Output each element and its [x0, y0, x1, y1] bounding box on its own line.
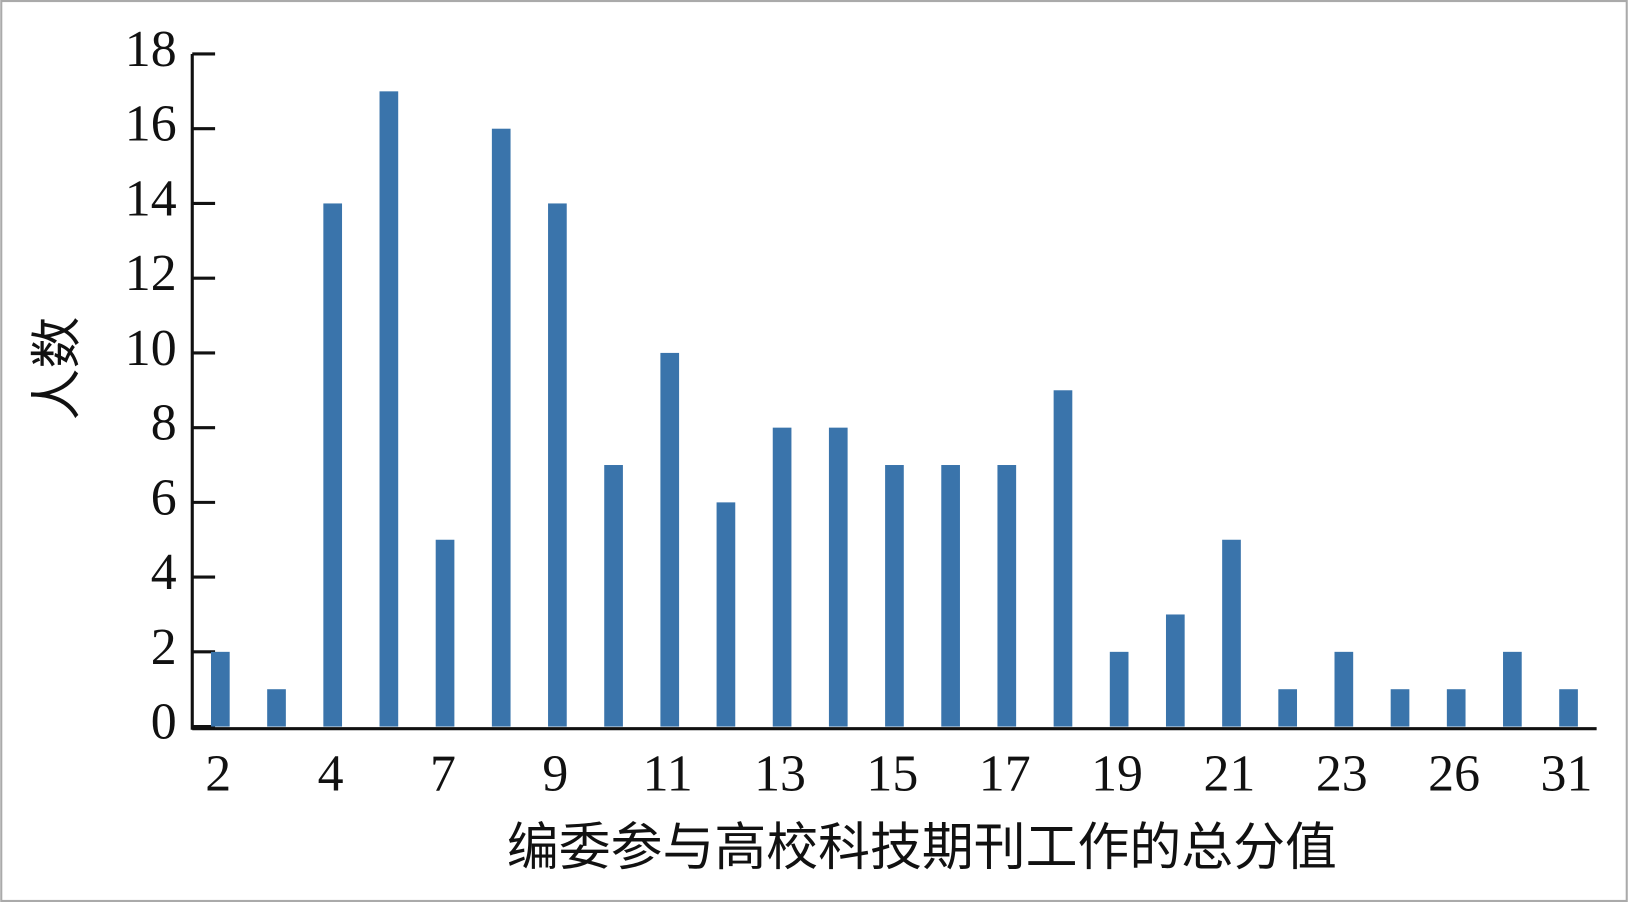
bar	[1559, 689, 1578, 727]
x-axis-label: 编委参与高校科技期刊工作的总分值	[507, 820, 1337, 877]
x-tick-label: 7	[430, 745, 456, 802]
bar	[885, 465, 904, 727]
bar	[1053, 390, 1073, 727]
bar	[660, 352, 680, 727]
bar	[941, 465, 960, 727]
bar	[1334, 651, 1354, 727]
x-tick-label: 23	[1316, 745, 1368, 802]
bar	[997, 465, 1017, 727]
bar	[1503, 651, 1522, 727]
bar	[435, 539, 455, 727]
bar	[772, 427, 792, 727]
x-tick-label: 19	[1091, 745, 1143, 802]
x-tick-label: 21	[1203, 745, 1255, 802]
bar	[491, 128, 511, 727]
x-tick-label: 11	[643, 745, 693, 802]
bar	[716, 502, 736, 727]
x-tick-label: 9	[542, 745, 568, 802]
bar	[1222, 539, 1241, 727]
x-tick-label: 4	[318, 745, 344, 802]
y-tick-label: 8	[151, 395, 177, 452]
y-tick-label: 10	[125, 320, 177, 377]
x-tick-label: 31	[1541, 745, 1593, 802]
x-tick-label: 13	[754, 745, 806, 802]
bar	[267, 689, 286, 727]
bar	[1446, 689, 1466, 727]
bar	[1109, 651, 1129, 727]
x-tick-label: 26	[1428, 745, 1480, 802]
y-tick-label: 4	[151, 544, 177, 601]
bar	[1165, 614, 1185, 727]
x-tick-label: 2	[205, 745, 231, 802]
y-tick-label: 2	[151, 619, 177, 676]
y-axis-label: 人数	[29, 317, 86, 421]
bar	[379, 91, 399, 727]
y-tick-label: 14	[125, 170, 177, 227]
bar	[323, 203, 343, 727]
x-tick-label: 17	[979, 745, 1031, 802]
y-tick-label: 12	[125, 245, 177, 302]
bar	[828, 427, 848, 727]
bar	[604, 465, 623, 727]
bar	[1278, 689, 1298, 727]
y-tick-label: 16	[125, 96, 177, 153]
x-tick-label: 15	[866, 745, 918, 802]
bar	[1390, 689, 1410, 727]
y-tick-label: 0	[151, 693, 177, 750]
y-tick-label: 6	[151, 469, 177, 526]
bar	[548, 203, 567, 727]
y-tick-label: 18	[125, 21, 177, 78]
bar	[210, 651, 230, 727]
